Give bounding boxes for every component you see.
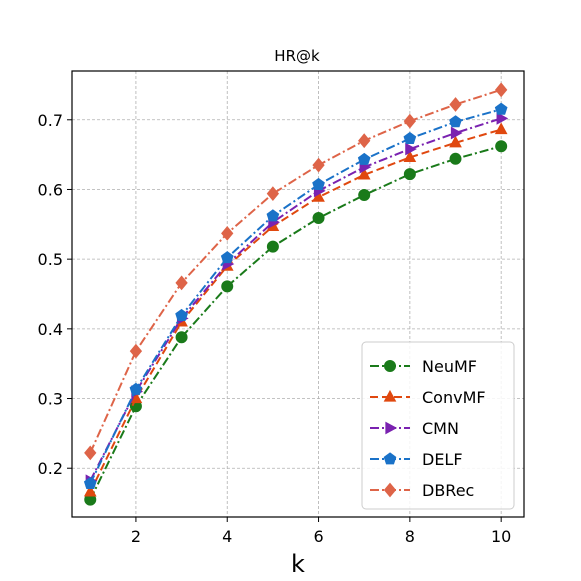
legend-marker [384,360,396,372]
data-point [312,177,325,190]
legend-entry-convmf: ConvMF [370,388,486,407]
data-point [403,131,417,144]
data-point [175,331,188,344]
legend-entry-delf: DELF [370,450,463,469]
legend-marker [383,452,397,465]
data-point [494,102,508,115]
y-tick-label: 0.5 [38,250,63,269]
x-tick-label: 6 [313,527,323,546]
x-axis-label: k [291,550,305,578]
data-point [175,308,188,321]
chart-title: HR@k [274,47,320,65]
y-tick-label: 0.6 [38,180,63,199]
legend-label: CMN [422,419,459,438]
legend-label: NeuMF [422,357,477,376]
series-line [89,128,502,493]
series-layer [83,82,509,506]
legend-label: DELF [422,450,463,469]
data-point [312,157,325,173]
x-tick-label: 10 [491,527,511,546]
axis-ticks: 2 4 6 8 10 0.2 0.3 0.4 0.5 0.6 0.7 [38,111,512,546]
series-dbrec [84,82,508,461]
legend-marker [383,389,397,402]
x-tick-label: 8 [405,527,415,546]
series-line [89,145,502,501]
data-point [449,152,462,165]
legend: NeuMF ConvMF CMN DELF DBRec [361,341,515,510]
data-point [405,142,417,156]
data-point [403,150,417,163]
data-point [175,275,188,291]
data-point [221,280,234,293]
data-point [129,382,143,395]
data-point [450,126,463,140]
data-point [357,152,371,165]
legend-entry-neumf: NeuMF [370,357,477,376]
data-point [357,167,371,180]
y-tick-label: 0.2 [38,459,63,478]
data-point [266,240,279,253]
data-point [312,212,325,225]
legend-label: DBRec [422,481,474,500]
data-point [449,135,462,148]
series-line [89,117,502,482]
data-point [496,112,509,125]
data-point [84,445,97,461]
data-point [449,97,462,112]
data-point [494,122,508,135]
legend-marker [383,482,397,498]
x-tick-label: 4 [222,527,232,546]
legend-entry-cmn: CMN [370,419,459,438]
legend-box [361,341,515,510]
data-point [266,186,280,202]
series-line [89,88,502,454]
data-point [129,343,143,359]
legend-marker [385,421,398,435]
x-tick-label: 2 [131,527,141,546]
data-point [83,476,97,489]
data-point [403,113,417,129]
plot-frame [71,70,525,518]
data-point [221,225,234,241]
data-point [220,251,234,264]
data-point [495,82,508,98]
data-point [358,133,371,149]
y-tick-label: 0.7 [38,111,63,130]
data-point [358,189,371,202]
series-delf [83,102,508,489]
legend-label: ConvMF [422,388,486,407]
data-point [495,140,508,153]
data-point [449,115,462,128]
data-point [83,484,97,497]
legend-entry-dbrec: DBRec [370,481,474,500]
data-point [266,209,280,222]
y-tick-label: 0.4 [38,320,63,339]
y-tick-label: 0.3 [38,390,63,409]
data-point [403,168,416,181]
